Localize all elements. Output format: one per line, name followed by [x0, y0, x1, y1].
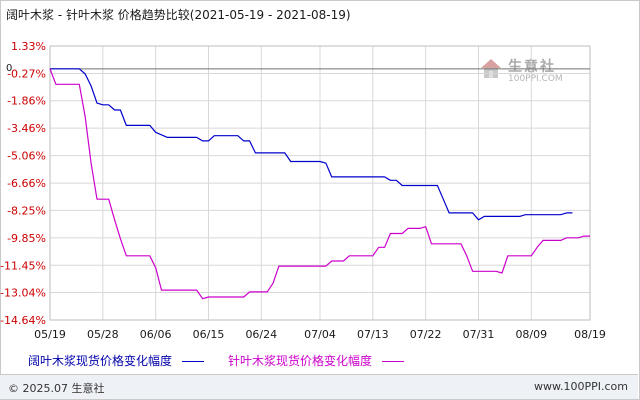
y-tick-label: -9.85%: [7, 232, 46, 245]
y-tick-label: -14.64%: [0, 314, 46, 327]
x-tick-label: 05/19: [34, 328, 66, 341]
copyright-text: © 2025.07 生意社: [8, 382, 105, 395]
y-tick-label: -0.27%: [7, 67, 46, 80]
legend-swatch-series2: [382, 361, 405, 362]
plot-border: [49, 45, 591, 321]
x-tick-label: 06/06: [140, 328, 172, 341]
y-tick-label: -13.04%: [0, 287, 46, 300]
x-tick-label: 07/13: [357, 328, 389, 341]
series-line-1: [50, 68, 573, 221]
series-line-2: [49, 68, 590, 300]
legend-item-series1: 阔叶木浆现货价格变化幅度: [28, 352, 205, 369]
x-tick-label: 07/04: [304, 328, 336, 341]
x-tick-label: 06/15: [193, 328, 225, 341]
x-tick-label: 08/09: [515, 328, 547, 341]
legend-label-series2: 针叶木浆现货价格变化幅度: [228, 354, 373, 368]
y-tick-label: -8.25%: [7, 204, 46, 217]
x-tick-label: 05/28: [87, 328, 119, 341]
series-lines: [49, 68, 590, 300]
y-tick-label: -11.45%: [0, 259, 46, 272]
zero-label: 0: [6, 63, 12, 74]
legend-item-series2: 针叶木浆现货价格变化幅度: [228, 352, 405, 369]
chart-title: 阔叶木浆 - 针叶木浆 价格趋势比较(2021-05-19 - 2021-08-…: [6, 8, 351, 22]
footer: © 2025.07 生意社 www.100PPI.com: [0, 374, 638, 399]
watermark-site: 100PPI.COM: [508, 74, 563, 84]
tick-labels: 1.33% -0.27% -1.86% -3.46% -5.06% -6.66% -8.25…: [0, 40, 606, 341]
axes: [49, 45, 591, 321]
x-tick-label: 07/22: [410, 328, 442, 341]
grid: [49, 45, 591, 321]
y-tick-label: 1.33%: [11, 40, 46, 53]
site-link[interactable]: www.100PPI.com: [534, 380, 628, 393]
x-tick-label: 06/24: [245, 328, 277, 341]
legend-swatch-series1: [182, 361, 205, 362]
y-tick-label: -5.06%: [7, 150, 46, 163]
x-tick-label: 07/31: [463, 328, 495, 341]
y-tick-label: -1.86%: [7, 95, 46, 108]
x-tick-label: 08/19: [574, 328, 606, 341]
legend-label-series1: 阔叶木浆现货价格变化幅度: [28, 354, 173, 368]
y-tick-label: -3.46%: [7, 122, 46, 135]
y-tick-label: -6.66%: [7, 177, 46, 190]
